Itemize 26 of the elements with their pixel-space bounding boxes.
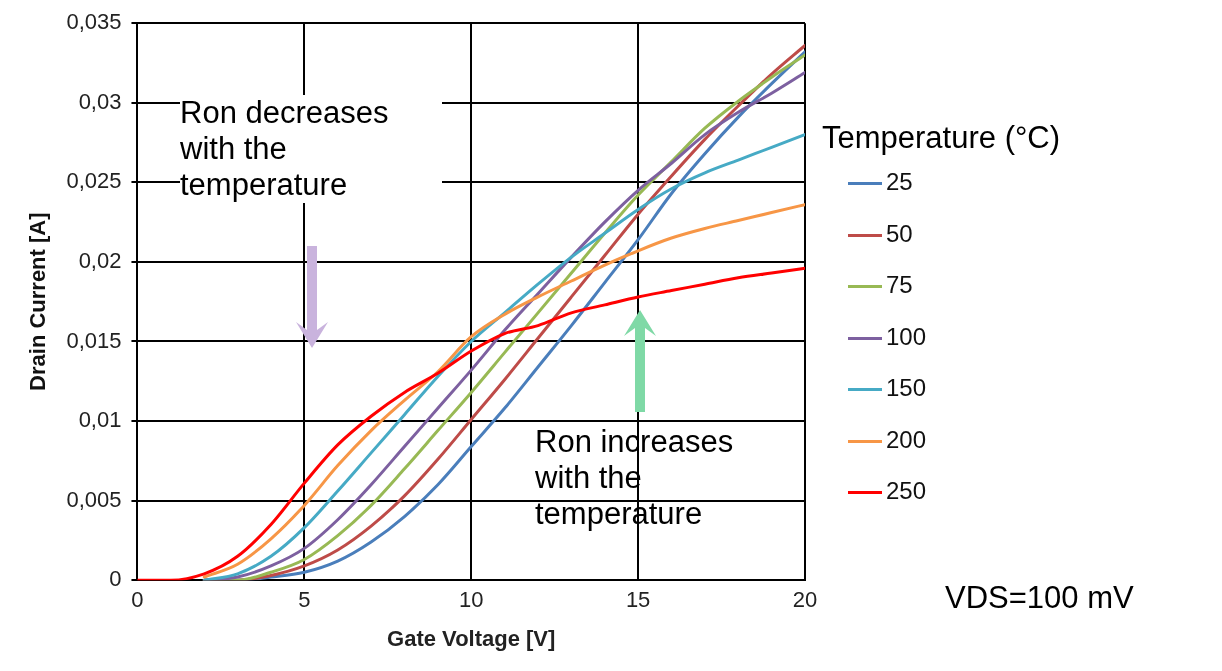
legend-label: 200 [886, 425, 927, 453]
legend-title: Temperature (°C) [822, 120, 1061, 156]
text: VDS=100 mV [945, 580, 1135, 616]
y-tick-label: 0,025 [66, 168, 122, 194]
y-axis-title: Drain Current [A] [25, 212, 51, 391]
y-tick-label: 0,01 [78, 407, 122, 433]
x-axis-title: Gate Voltage [V] [387, 625, 556, 651]
y-tick-label: 0,03 [78, 88, 122, 114]
y-tick-label: 0,035 [66, 9, 122, 35]
legend-label: 100 [886, 322, 927, 350]
line-series [202, 203, 805, 579]
y-tick-label: 0,005 [66, 486, 122, 512]
x-tick-label: 5 [298, 587, 311, 613]
legend-label: 75 [886, 271, 913, 298]
annotation: Ron decreases with the temperature [180, 95, 442, 203]
legend-label: 250 [886, 477, 927, 504]
x-tick-label: 0 [131, 587, 144, 613]
x-tick-label: 10 [458, 587, 484, 613]
y-tick-label: 0 [109, 566, 122, 592]
x-tick-label: 15 [625, 587, 651, 613]
y-tick-label: 0,02 [78, 247, 122, 273]
y-tick-label: 0,015 [66, 327, 122, 353]
legend-label: 150 [886, 374, 927, 401]
x-tick-label: 20 [792, 587, 818, 613]
legend-label: 25 [886, 168, 913, 195]
legend-label: 50 [886, 219, 913, 247]
